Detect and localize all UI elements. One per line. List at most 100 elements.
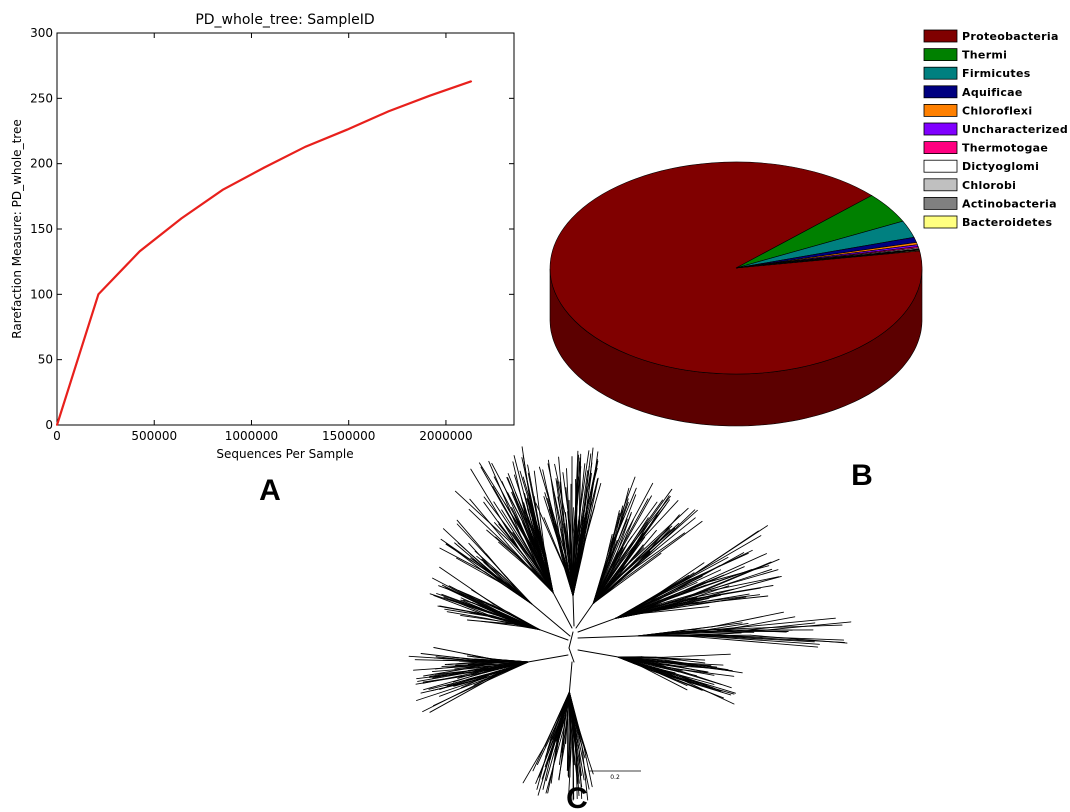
tree-branch [545, 727, 565, 794]
tree-branch [552, 710, 564, 740]
legend-label: Thermi [962, 49, 1007, 62]
pie-slice-bacteroidetes [735, 249, 920, 269]
tree-branch [618, 499, 664, 562]
x-tick-label: 1000000 [225, 429, 278, 443]
tree-branch [543, 517, 566, 570]
data-point [97, 293, 100, 296]
tree-branch [463, 664, 506, 669]
tree-branch [581, 745, 589, 801]
tree-branch [583, 746, 593, 788]
tree-branch [577, 462, 593, 555]
tree-branch [569, 527, 574, 597]
tree-branch [703, 635, 820, 645]
tree-branch [429, 593, 506, 619]
legend-swatch [923, 178, 958, 192]
tree-branch [577, 617, 617, 633]
tree-branch [555, 720, 563, 751]
tree-branch [684, 585, 774, 601]
tree-branch [493, 604, 541, 631]
legend-label: Chloroflexi [962, 104, 1032, 117]
tree-branch [572, 544, 585, 597]
tree-branch [531, 603, 571, 637]
tree-branch [579, 464, 598, 542]
tree-branch [562, 472, 571, 528]
tree-branch [710, 576, 780, 592]
tree-branch [432, 684, 479, 707]
tree-branch [443, 596, 490, 616]
tree-branch [544, 714, 565, 768]
tree-branch [682, 622, 743, 631]
tree-branch [566, 691, 570, 724]
tree-branch [688, 635, 819, 648]
tree-branch [677, 679, 724, 699]
tree-branch [568, 661, 573, 693]
tree-branch [615, 608, 658, 619]
tree-branch [558, 456, 566, 532]
tree-branch [502, 613, 541, 631]
tree-branch [701, 634, 845, 641]
tree-branch [673, 676, 735, 695]
tree-branch [513, 514, 542, 573]
tree-branch [535, 502, 565, 569]
data-point [56, 424, 58, 426]
tree-branch [643, 594, 722, 613]
tree-branch [645, 666, 684, 681]
tree-branch [635, 532, 686, 568]
tree-branch [545, 727, 557, 758]
tree-branch [579, 512, 588, 552]
tree-branch [454, 490, 509, 541]
tree-branch [572, 524, 576, 597]
tree-branch [607, 505, 624, 565]
tree-branch [642, 509, 696, 561]
tree-branch [574, 454, 580, 525]
tree-branch [657, 596, 706, 609]
legend-label: Firmicutes [962, 67, 1031, 80]
data-point [138, 250, 141, 253]
x-tick-label: 1500000 [322, 429, 375, 443]
tree-branch [440, 538, 501, 581]
legend-swatch [923, 122, 958, 136]
tree-branch [470, 468, 521, 552]
pie-top-face [549, 161, 923, 375]
y-tick-label: 100 [30, 287, 53, 301]
tree-branch [555, 721, 563, 757]
tree-branch [711, 611, 784, 628]
tree-branch [560, 722, 568, 758]
tree-branch [422, 672, 475, 684]
tree-branch [717, 628, 787, 633]
tree-branch [577, 635, 639, 639]
tree-branch [488, 615, 541, 631]
tree-branch [532, 515, 540, 549]
tree-branch [488, 460, 523, 540]
tree-branch [525, 527, 540, 556]
tree-branch [439, 566, 495, 606]
y-tick-label: 250 [30, 91, 53, 105]
data-point [428, 94, 431, 97]
tree-branch [506, 661, 529, 668]
tree-branch [513, 455, 530, 516]
tree-branch [446, 611, 487, 619]
tree-branch [575, 508, 581, 559]
tree-branch [478, 661, 529, 685]
tree-branch [620, 504, 667, 563]
tree-branch [637, 630, 684, 637]
tree-branch [624, 522, 649, 556]
tree-branch [653, 668, 736, 694]
tree-branch [567, 511, 574, 571]
tree-branch [456, 519, 506, 577]
legend-swatch [923, 48, 958, 61]
tree-branch [592, 561, 607, 604]
tree-branch [613, 556, 641, 584]
tree-branch [575, 602, 594, 629]
y-tick-label: 150 [30, 222, 53, 236]
rarefaction-chart: PD_whole_tree: SampleID 0 500000 1000000 15… [10, 12, 515, 507]
legend-label: Proteobacteria [962, 30, 1059, 43]
tree-branch [615, 580, 685, 619]
tree-branch [626, 482, 654, 533]
tree-branch [521, 539, 554, 594]
tree-branch [572, 595, 575, 627]
tree-branch [687, 594, 761, 604]
tree-branch [416, 673, 499, 701]
tree-branch [504, 575, 533, 605]
tree-branch [512, 461, 528, 522]
